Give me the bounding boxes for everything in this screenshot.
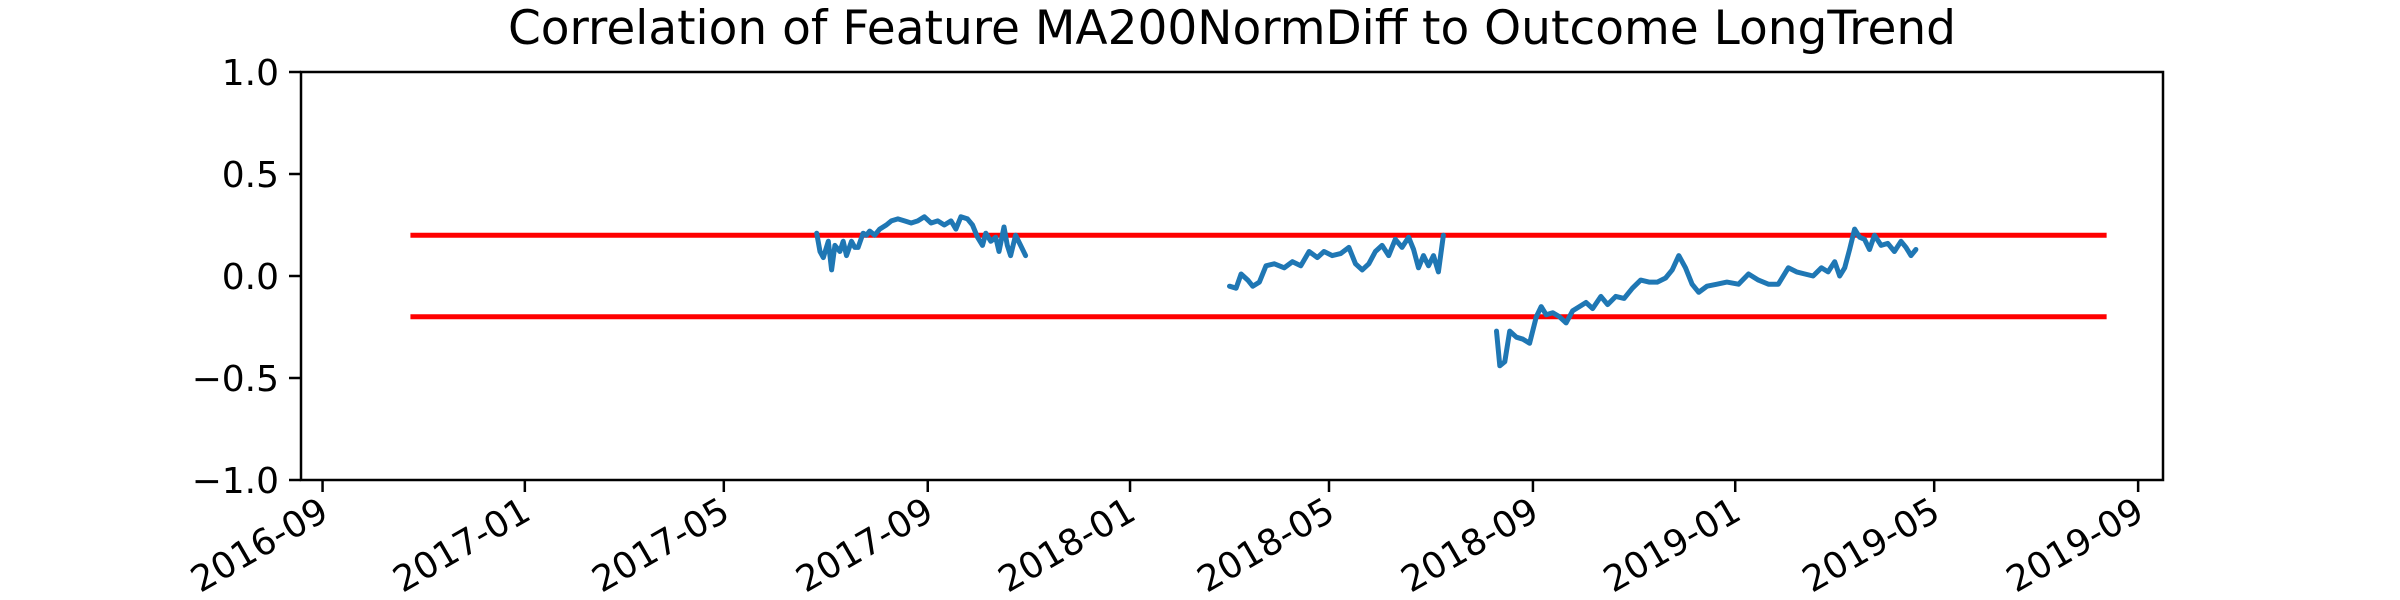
x-tick-label: 2017-05 [586,490,737,600]
x-tick-label: 2018-05 [1191,490,1342,600]
correlation-series [814,214,1919,369]
x-tick-label: 2019-09 [2000,490,2151,600]
x-tick-label: 2018-01 [992,490,1143,600]
plot-area-frame [299,70,2165,482]
y-tick-label: 0.5 [222,155,279,196]
x-tick-label: 2017-01 [387,490,538,600]
x-tick-label: 2019-05 [1796,490,1947,600]
chart-title: Correlation of Feature MA200NormDiff to … [508,1,1956,56]
series-segment-line [814,214,1029,273]
y-tick-label: 1.0 [222,53,279,94]
x-tick-label: 2016-09 [184,490,335,600]
x-tick-label: 2017-09 [789,490,940,600]
x-tick-label: 2018-09 [1395,490,1546,600]
y-tick-label: −1.0 [192,461,279,502]
x-tick-label: 2019-01 [1597,490,1748,600]
threshold-lines [410,232,2107,320]
series-segment-line [1494,226,1919,369]
y-tick-label: −0.5 [192,359,279,400]
y-tick-label: 0.0 [222,257,279,298]
series-segment-line [1227,232,1446,291]
y-axis: 1.0 0.5 0.0 −0.5 −1.0 [192,53,301,502]
x-axis: 2016-09 2017-01 2017-05 2017-09 2018-01 2018-… [184,480,2151,600]
